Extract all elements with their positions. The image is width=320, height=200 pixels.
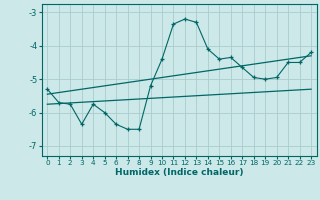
X-axis label: Humidex (Indice chaleur): Humidex (Indice chaleur) — [115, 168, 244, 177]
